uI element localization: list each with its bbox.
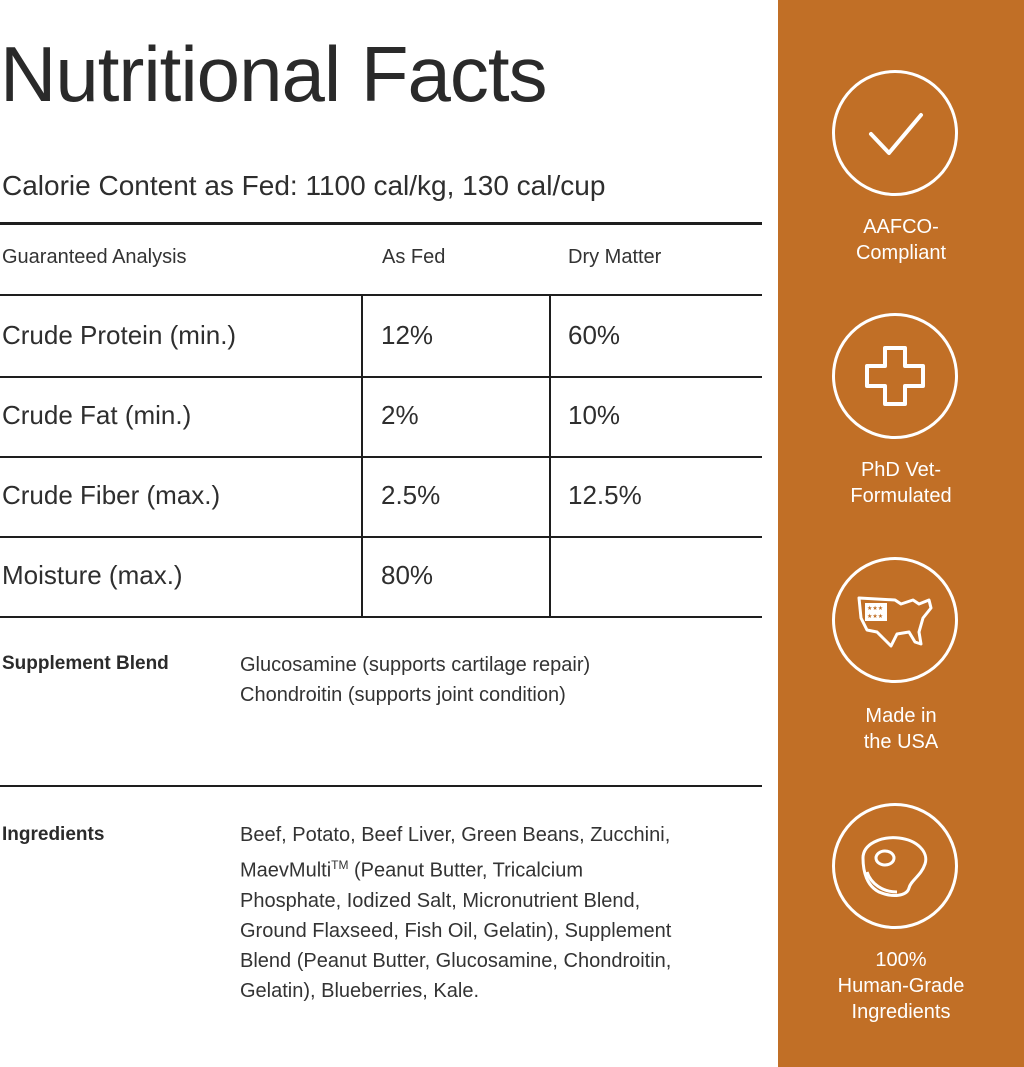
as-fed-value: 2.5% <box>381 480 441 510</box>
table-row: Crude Protein (min.) 12% 60% <box>0 296 762 378</box>
nutrient-name: Crude Fat (min.) <box>2 400 192 430</box>
section-divider <box>0 785 762 787</box>
badge-label-line: PhD Vet- <box>860 459 942 481</box>
dry-matter-value: 60% <box>568 320 621 350</box>
badge-label-line: AAFCO- <box>863 216 939 238</box>
usa-map-icon: ★★★ ★★★ <box>857 596 933 648</box>
table-row: Crude Fat (min.) 2% 10% <box>0 376 762 458</box>
as-fed-value: 2% <box>381 400 419 430</box>
ingredients-label: Ingredients <box>2 824 105 845</box>
svg-text:★★★: ★★★ <box>867 605 883 612</box>
as-fed-value: 12% <box>381 320 434 350</box>
header-as-fed: As Fed <box>382 246 446 268</box>
badge-circle <box>832 70 958 196</box>
table-header-rule <box>0 294 762 296</box>
badge-circle <box>832 313 958 439</box>
header-guaranteed-analysis: Guaranteed Analysis <box>2 246 187 268</box>
checkmark-icon <box>869 113 923 155</box>
nutrient-name: Moisture (max.) <box>2 560 183 590</box>
ingredients-list: Beef, Potato, Beef Liver, Green Beans, Z… <box>240 820 671 1006</box>
ingredients-line: MaevMultiTM (Peanut Butter, Tricalcium <box>240 850 671 886</box>
ingredients-text: MaevMulti <box>240 859 332 882</box>
badge-label: AAFCO- Compliant <box>778 214 1024 266</box>
badge-label-line: Formulated <box>850 485 952 507</box>
nutrient-name: Crude Fiber (max.) <box>2 480 221 510</box>
page-title: Nutritional Facts <box>0 30 548 118</box>
badge-label: PhD Vet- Formulated <box>778 457 1024 509</box>
ingredients-line: Phosphate, Iodized Salt, Micronutrient B… <box>240 889 641 912</box>
supplement-label: Supplement Blend <box>2 653 169 674</box>
steak-icon <box>861 836 928 897</box>
badge-circle: ★★★ ★★★ <box>832 557 958 683</box>
badge-label-line: the USA <box>863 731 939 753</box>
badge-label-line: Made in <box>865 705 937 727</box>
medical-cross-icon <box>865 346 925 406</box>
supplement-item: Chondroitin (supports joint condition) <box>240 684 566 706</box>
ingredients-line: Ground Flaxseed, Fish Oil, Gelatin), Sup… <box>240 919 672 942</box>
table-row: Crude Fiber (max.) 2.5% 12.5% <box>0 456 762 538</box>
table-row: Moisture (max.) 80% <box>0 536 762 618</box>
dry-matter-value: 10% <box>568 400 621 430</box>
trademark-mark: TM <box>331 858 349 872</box>
badge-label-line: Compliant <box>855 242 947 264</box>
dry-matter-value: 12.5% <box>568 480 642 510</box>
ingredients-text: (Peanut Butter, Tricalcium <box>348 859 584 882</box>
supplement-item: Glucosamine (supports cartilage repair) <box>240 654 591 676</box>
badge-circle <box>832 803 958 929</box>
nutrient-name: Crude Protein (min.) <box>2 320 237 350</box>
table-top-rule <box>0 222 762 225</box>
as-fed-value: 80% <box>381 560 434 590</box>
badge-label-line: Ingredients <box>851 1001 951 1023</box>
svg-text:★★★: ★★★ <box>867 613 883 620</box>
badge-sidebar: AAFCO- Compliant PhD Vet- Formulated ★★★… <box>778 0 1024 1067</box>
nutrition-panel: Nutritional Facts Calorie Content as Fed… <box>0 30 762 1006</box>
header-dry-matter: Dry Matter <box>568 246 662 268</box>
badge-label-line: 100% <box>875 949 927 971</box>
calorie-content: Calorie Content as Fed: 1100 cal/kg, 130… <box>2 170 606 201</box>
badge-label: Made in the USA <box>778 703 1024 755</box>
ingredients-line: Gelatin), Blueberries, Kale. <box>240 979 480 1002</box>
table-column-divider <box>361 296 363 618</box>
badge-label-line: Human-Grade <box>837 975 965 997</box>
ingredients-line: Blend (Peanut Butter, Glucosamine, Chond… <box>240 949 672 972</box>
badge-label: 100% Human-Grade Ingredients <box>778 947 1024 1025</box>
ingredients-line: Beef, Potato, Beef Liver, Green Beans, Z… <box>240 824 671 846</box>
supplement-list: Glucosamine (supports cartilage repair) … <box>240 650 590 710</box>
table-column-divider <box>549 296 551 618</box>
